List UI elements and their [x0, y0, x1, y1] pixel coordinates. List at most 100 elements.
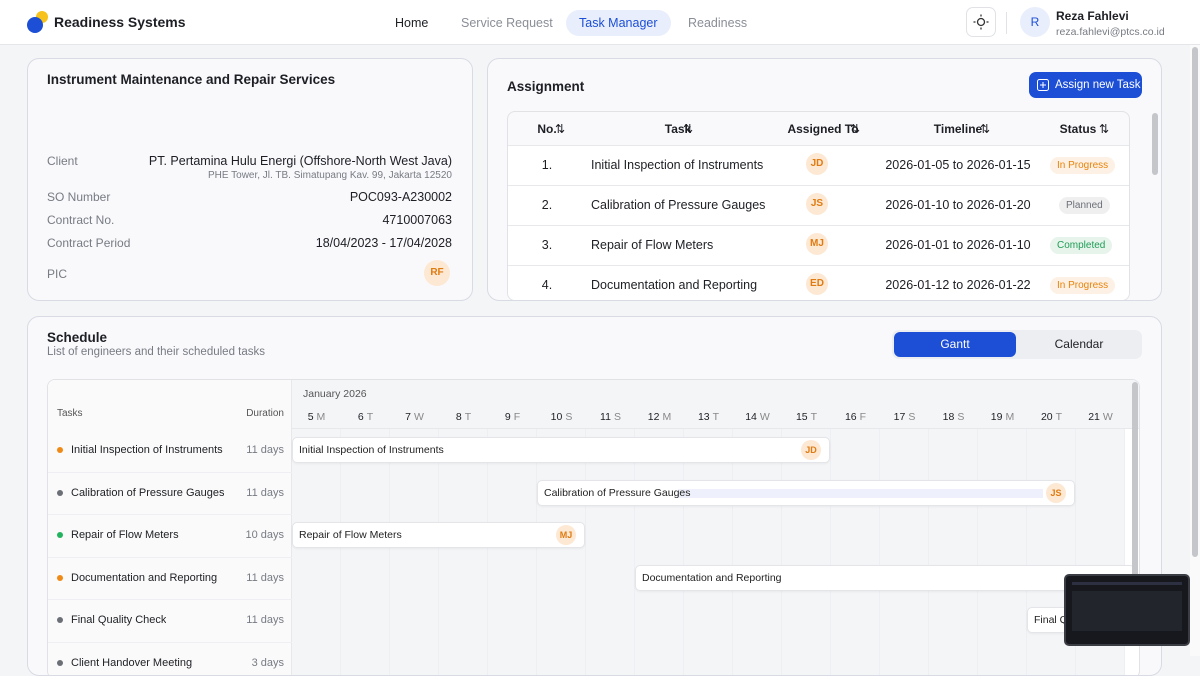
nav-link[interactable]: Home: [395, 16, 429, 30]
day-weekday: T: [1055, 411, 1063, 423]
preview-thumbnail[interactable]: [1064, 574, 1190, 646]
column-header[interactable]: Task: [664, 122, 692, 136]
day-number: 20: [1040, 411, 1053, 423]
assign-button[interactable]: Assign new Task: [1029, 72, 1142, 98]
sort-icon[interactable]: ⇅: [850, 122, 861, 136]
task-row-line: [48, 641, 292, 643]
task-name: Repair of Flow Meters: [71, 529, 179, 542]
task-name: Documentation and Reporting: [71, 571, 218, 584]
status-dot: [57, 659, 63, 666]
gantt-bar[interactable]: Repair of Flow Meters MJ: [292, 522, 585, 549]
task-name: Initial Inspection of Instruments: [71, 444, 223, 457]
table-row[interactable]: 1. Initial Inspection of Instruments JD 202…: [508, 145, 1129, 185]
day-header: 19 M: [978, 411, 1027, 423]
sort-icon[interactable]: ⇅: [683, 122, 694, 136]
day-weekday: T: [464, 411, 472, 423]
status-dot: [57, 617, 63, 624]
user-avatar[interactable]: R: [1020, 7, 1050, 37]
day-header: 15 T: [782, 411, 831, 423]
day-column: [635, 429, 684, 675]
status-badge: In Progress: [1050, 157, 1116, 174]
day-number: 16: [844, 411, 857, 423]
day-header: 13 T: [684, 411, 733, 423]
field-value: PT. Pertamina Hulu Energi (Offshore-Nort…: [148, 154, 452, 168]
row-task: Documentation and Reporting: [591, 278, 758, 292]
field-label: Contract Period: [47, 236, 131, 250]
top-bar: Readiness Systems Home Service Request T…: [0, 0, 1200, 45]
day-column: [733, 429, 782, 675]
calendar-tab[interactable]: Calendar: [1018, 332, 1140, 357]
column-header[interactable]: Status: [1059, 122, 1097, 136]
table-row[interactable]: 3. Repair of Flow Meters MJ 2026-01-01 to 2…: [508, 225, 1129, 265]
nav-link-active[interactable]: Task Manager: [566, 10, 671, 36]
sort-icon[interactable]: ⇅: [1099, 122, 1110, 136]
sun-icon: [973, 14, 989, 30]
day-number: 17: [893, 411, 906, 423]
column-header[interactable]: No.: [537, 122, 557, 136]
info-card: Instrument Maintenance and Repair Servic…: [27, 58, 473, 301]
task-name: Final Quality Check: [71, 614, 167, 627]
day-number: 10: [550, 411, 563, 423]
gantt-bar[interactable]: Initial Inspection of Instruments JD: [292, 437, 830, 464]
bar-label: Final Q: [1034, 614, 1068, 627]
sort-icon[interactable]: ⇅: [555, 122, 566, 136]
assignment-card: Assignment Assign new Task No. Task Assign…: [487, 58, 1162, 301]
status-badge: Completed: [1050, 237, 1113, 254]
day-weekday: F: [513, 411, 521, 423]
assignee-avatar: ED: [806, 273, 828, 295]
nav-link[interactable]: Readiness: [688, 16, 748, 30]
column-header[interactable]: Timeline: [933, 122, 983, 136]
bar-avatar: JS: [1046, 482, 1066, 503]
table-row[interactable]: 2. Calibration of Pressure Gauges JS 2026-0…: [508, 185, 1129, 225]
gantt-bar[interactable]: Calibration of Pressure Gauges JS: [537, 479, 1075, 506]
table-scrollbar: [1152, 113, 1158, 175]
calendar-tab-label: Calendar: [1054, 337, 1104, 351]
schedule-card: Schedule List of engineers and their sch…: [27, 316, 1162, 676]
day-column: [929, 429, 978, 675]
day-header: 17 S: [880, 411, 929, 423]
gantt-header: [292, 380, 1139, 429]
gantt-tab[interactable]: Gantt: [894, 332, 1016, 357]
day-weekday: S: [957, 411, 965, 423]
column-header[interactable]: Assigned To: [787, 122, 859, 136]
duration-header: Duration: [246, 408, 284, 419]
day-number: 15: [795, 411, 808, 423]
day-number: 11: [600, 411, 611, 423]
task-row-line: [48, 599, 292, 600]
user-email: reza.fahlevi@ptcs.co.id: [1056, 26, 1165, 38]
theme-toggle[interactable]: [966, 7, 996, 37]
day-weekday: M: [662, 411, 672, 423]
bar-label: Calibration of Pressure Gauges: [544, 486, 691, 499]
bar-avatar: JD: [801, 440, 821, 461]
gantt-bar[interactable]: Documentation and Reporting: [635, 564, 1135, 591]
bar-label: Initial Inspection of Instruments: [299, 444, 444, 457]
assign-button-label: Assign new Task: [1055, 79, 1141, 91]
schedule-subtitle: List of engineers and their scheduled ta…: [47, 346, 265, 358]
day-column: [390, 429, 439, 675]
day-weekday: W: [413, 411, 424, 423]
gantt-left-panel: [48, 380, 292, 675]
day-column: [684, 429, 733, 675]
page-scrollbar: [1190, 45, 1200, 656]
task-name: Client Handover Meeting: [71, 656, 193, 669]
gantt-tab-label: Gantt: [940, 337, 970, 351]
task-duration: 11 days: [246, 486, 284, 499]
day-weekday: T: [810, 411, 818, 423]
day-number: 14: [745, 411, 757, 423]
row-task: Repair of Flow Meters: [591, 238, 714, 252]
day-header: 18 S: [929, 411, 978, 423]
day-column: [831, 429, 880, 675]
field-value: 18/04/2023 - 17/04/2028: [315, 236, 452, 250]
table-row[interactable]: 4. Documentation and Reporting ED 2026-01-1…: [508, 265, 1129, 300]
info-title: Instrument Maintenance and Repair Servic…: [47, 72, 336, 87]
sort-icon[interactable]: ⇅: [980, 122, 991, 136]
status-dot: [57, 489, 63, 496]
nav-link[interactable]: Service Request: [461, 16, 553, 30]
status-dot: [57, 574, 63, 581]
client-address: PHE Tower, Jl. TB. Simatupang Kav. 99, J…: [207, 170, 452, 181]
day-number: 18: [942, 411, 955, 423]
day-number: 8: [455, 411, 462, 423]
